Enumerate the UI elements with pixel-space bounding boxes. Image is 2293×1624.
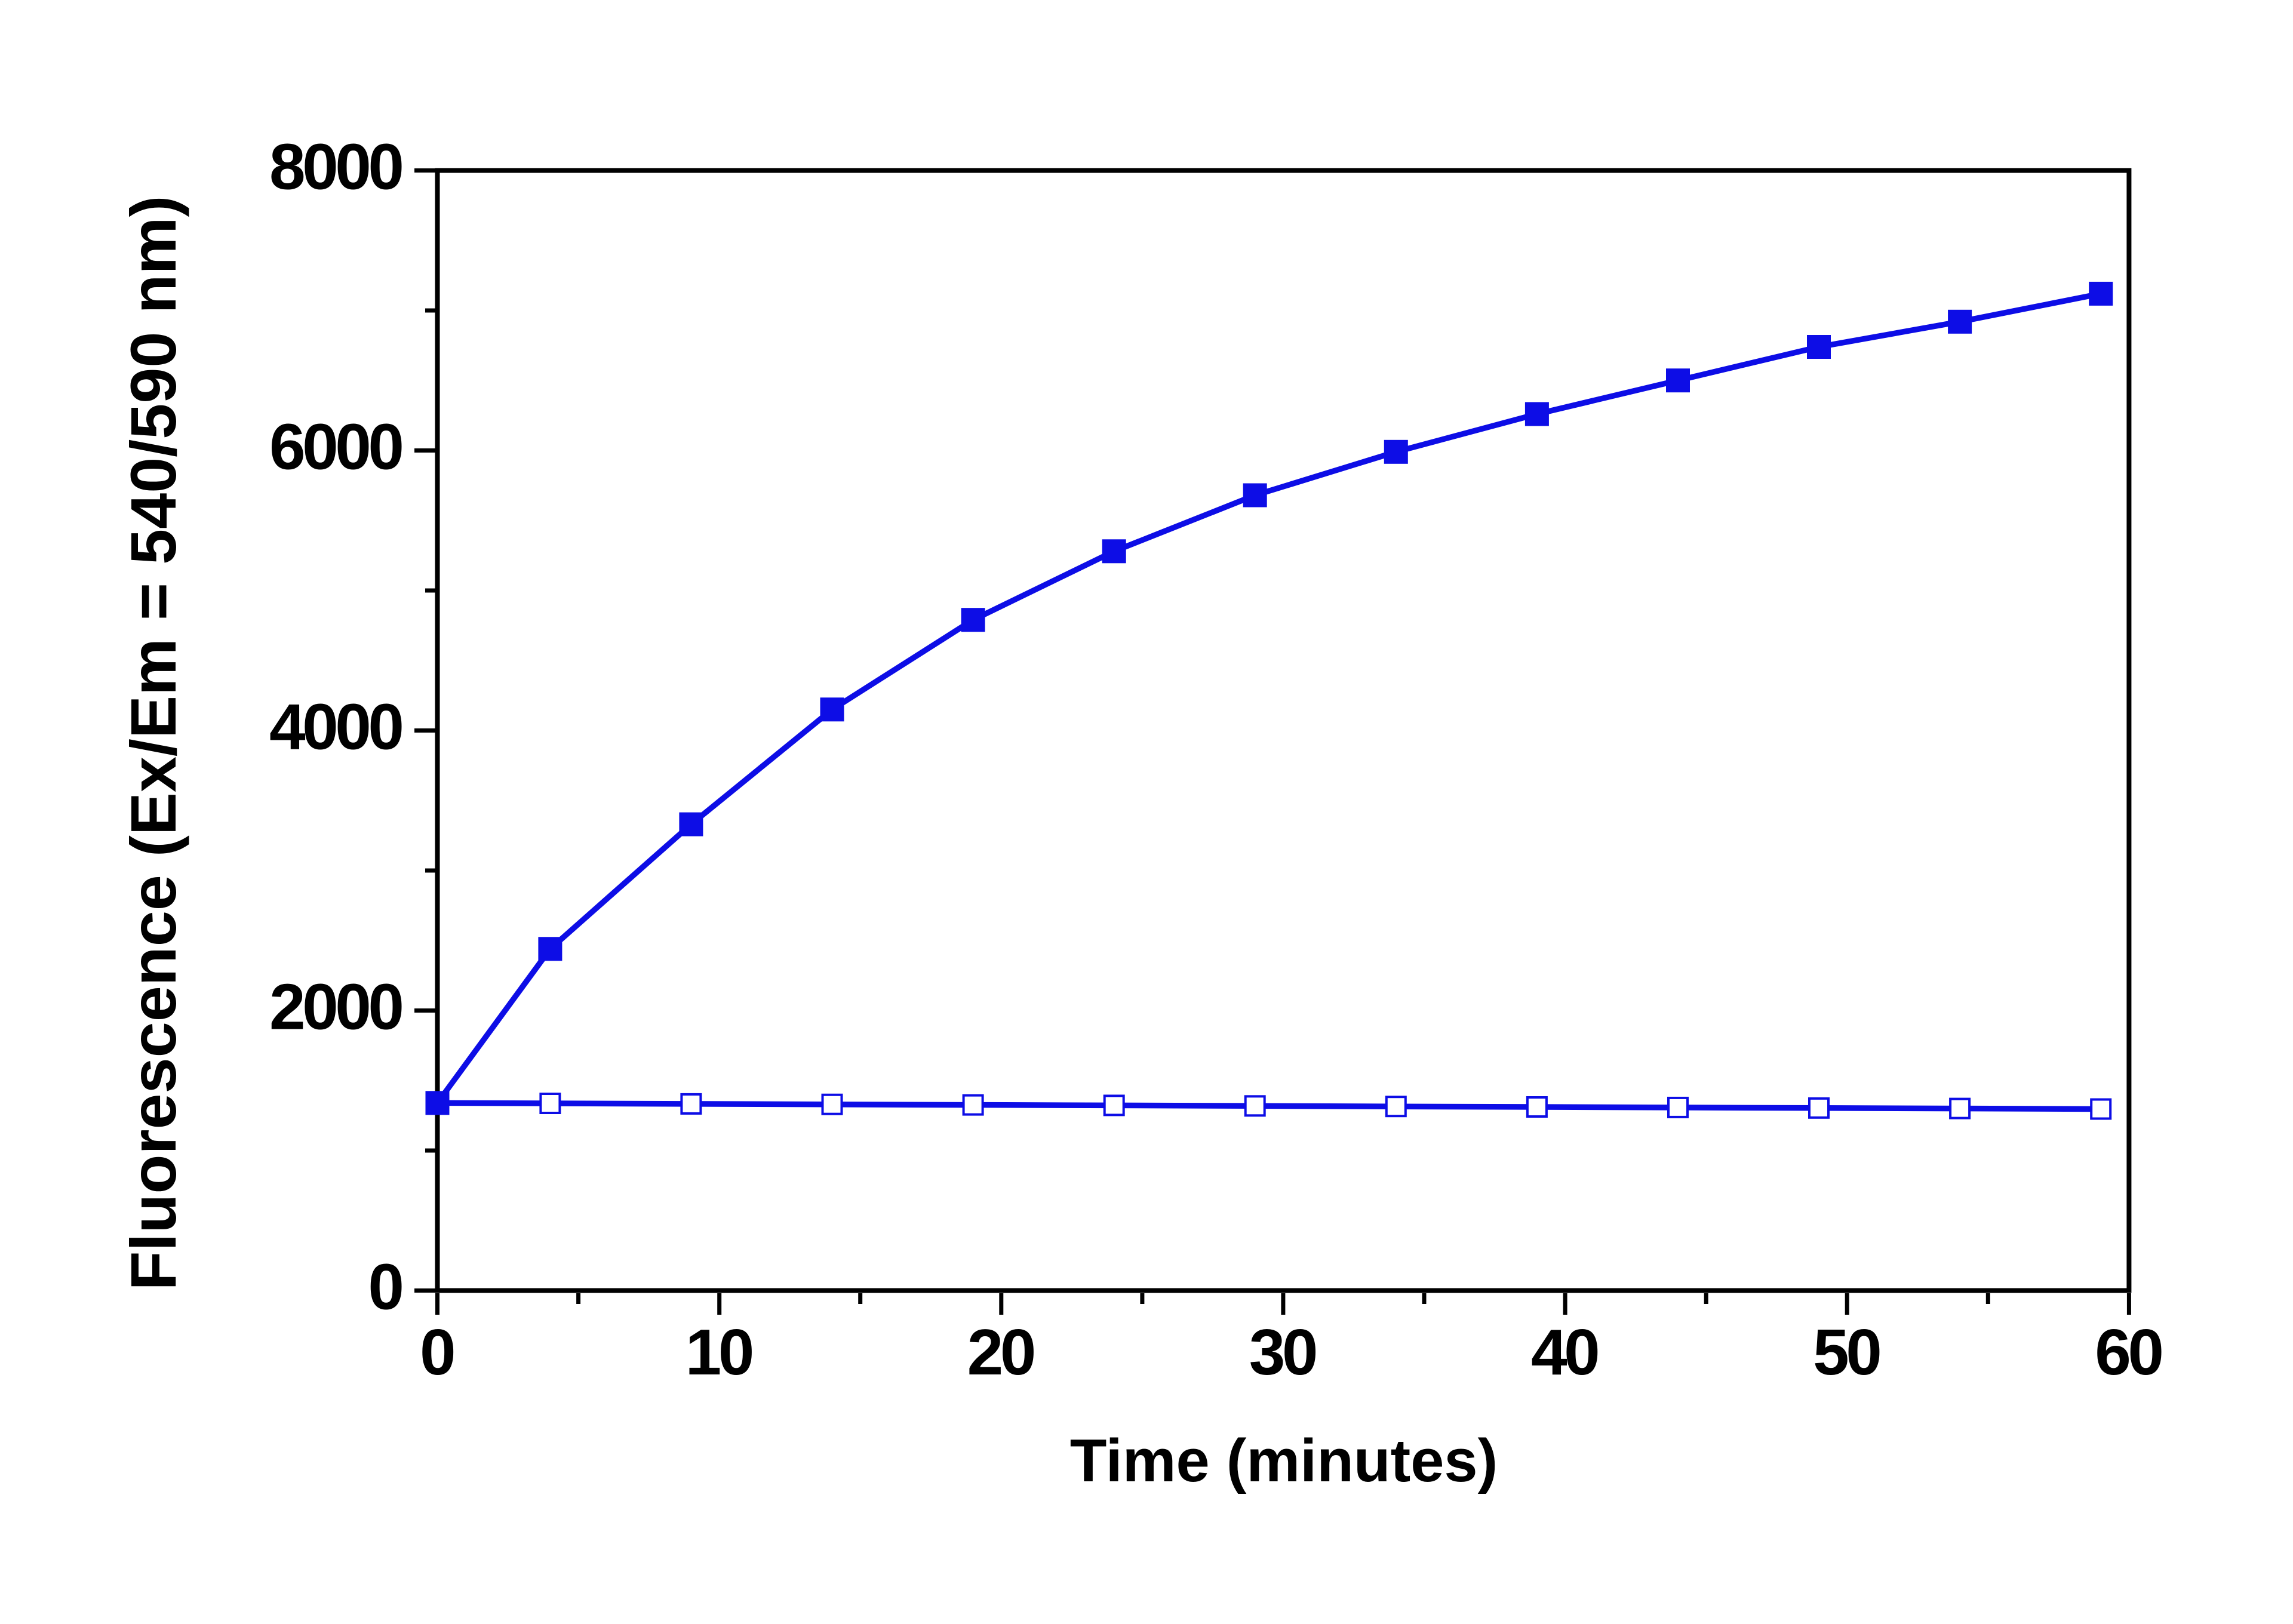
svg-text:8000: 8000 bbox=[269, 131, 402, 204]
svg-text:0: 0 bbox=[420, 1316, 454, 1389]
svg-text:30: 30 bbox=[1249, 1316, 1316, 1389]
svg-text:Fluorescence (Ex/Em = 540/590: Fluorescence (Ex/Em = 540/590 nm) bbox=[117, 196, 189, 1291]
svg-text:40: 40 bbox=[1531, 1316, 1598, 1389]
svg-text:20: 20 bbox=[967, 1316, 1034, 1389]
svg-text:Time (minutes): Time (minutes) bbox=[1070, 1428, 1498, 1494]
svg-text:0: 0 bbox=[368, 1251, 402, 1324]
svg-text:60: 60 bbox=[2095, 1316, 2162, 1389]
svg-text:50: 50 bbox=[1813, 1316, 1880, 1389]
svg-text:6000: 6000 bbox=[269, 411, 402, 484]
svg-text:4000: 4000 bbox=[269, 691, 402, 764]
svg-text:2000: 2000 bbox=[269, 971, 402, 1044]
svg-text:10: 10 bbox=[686, 1316, 752, 1389]
